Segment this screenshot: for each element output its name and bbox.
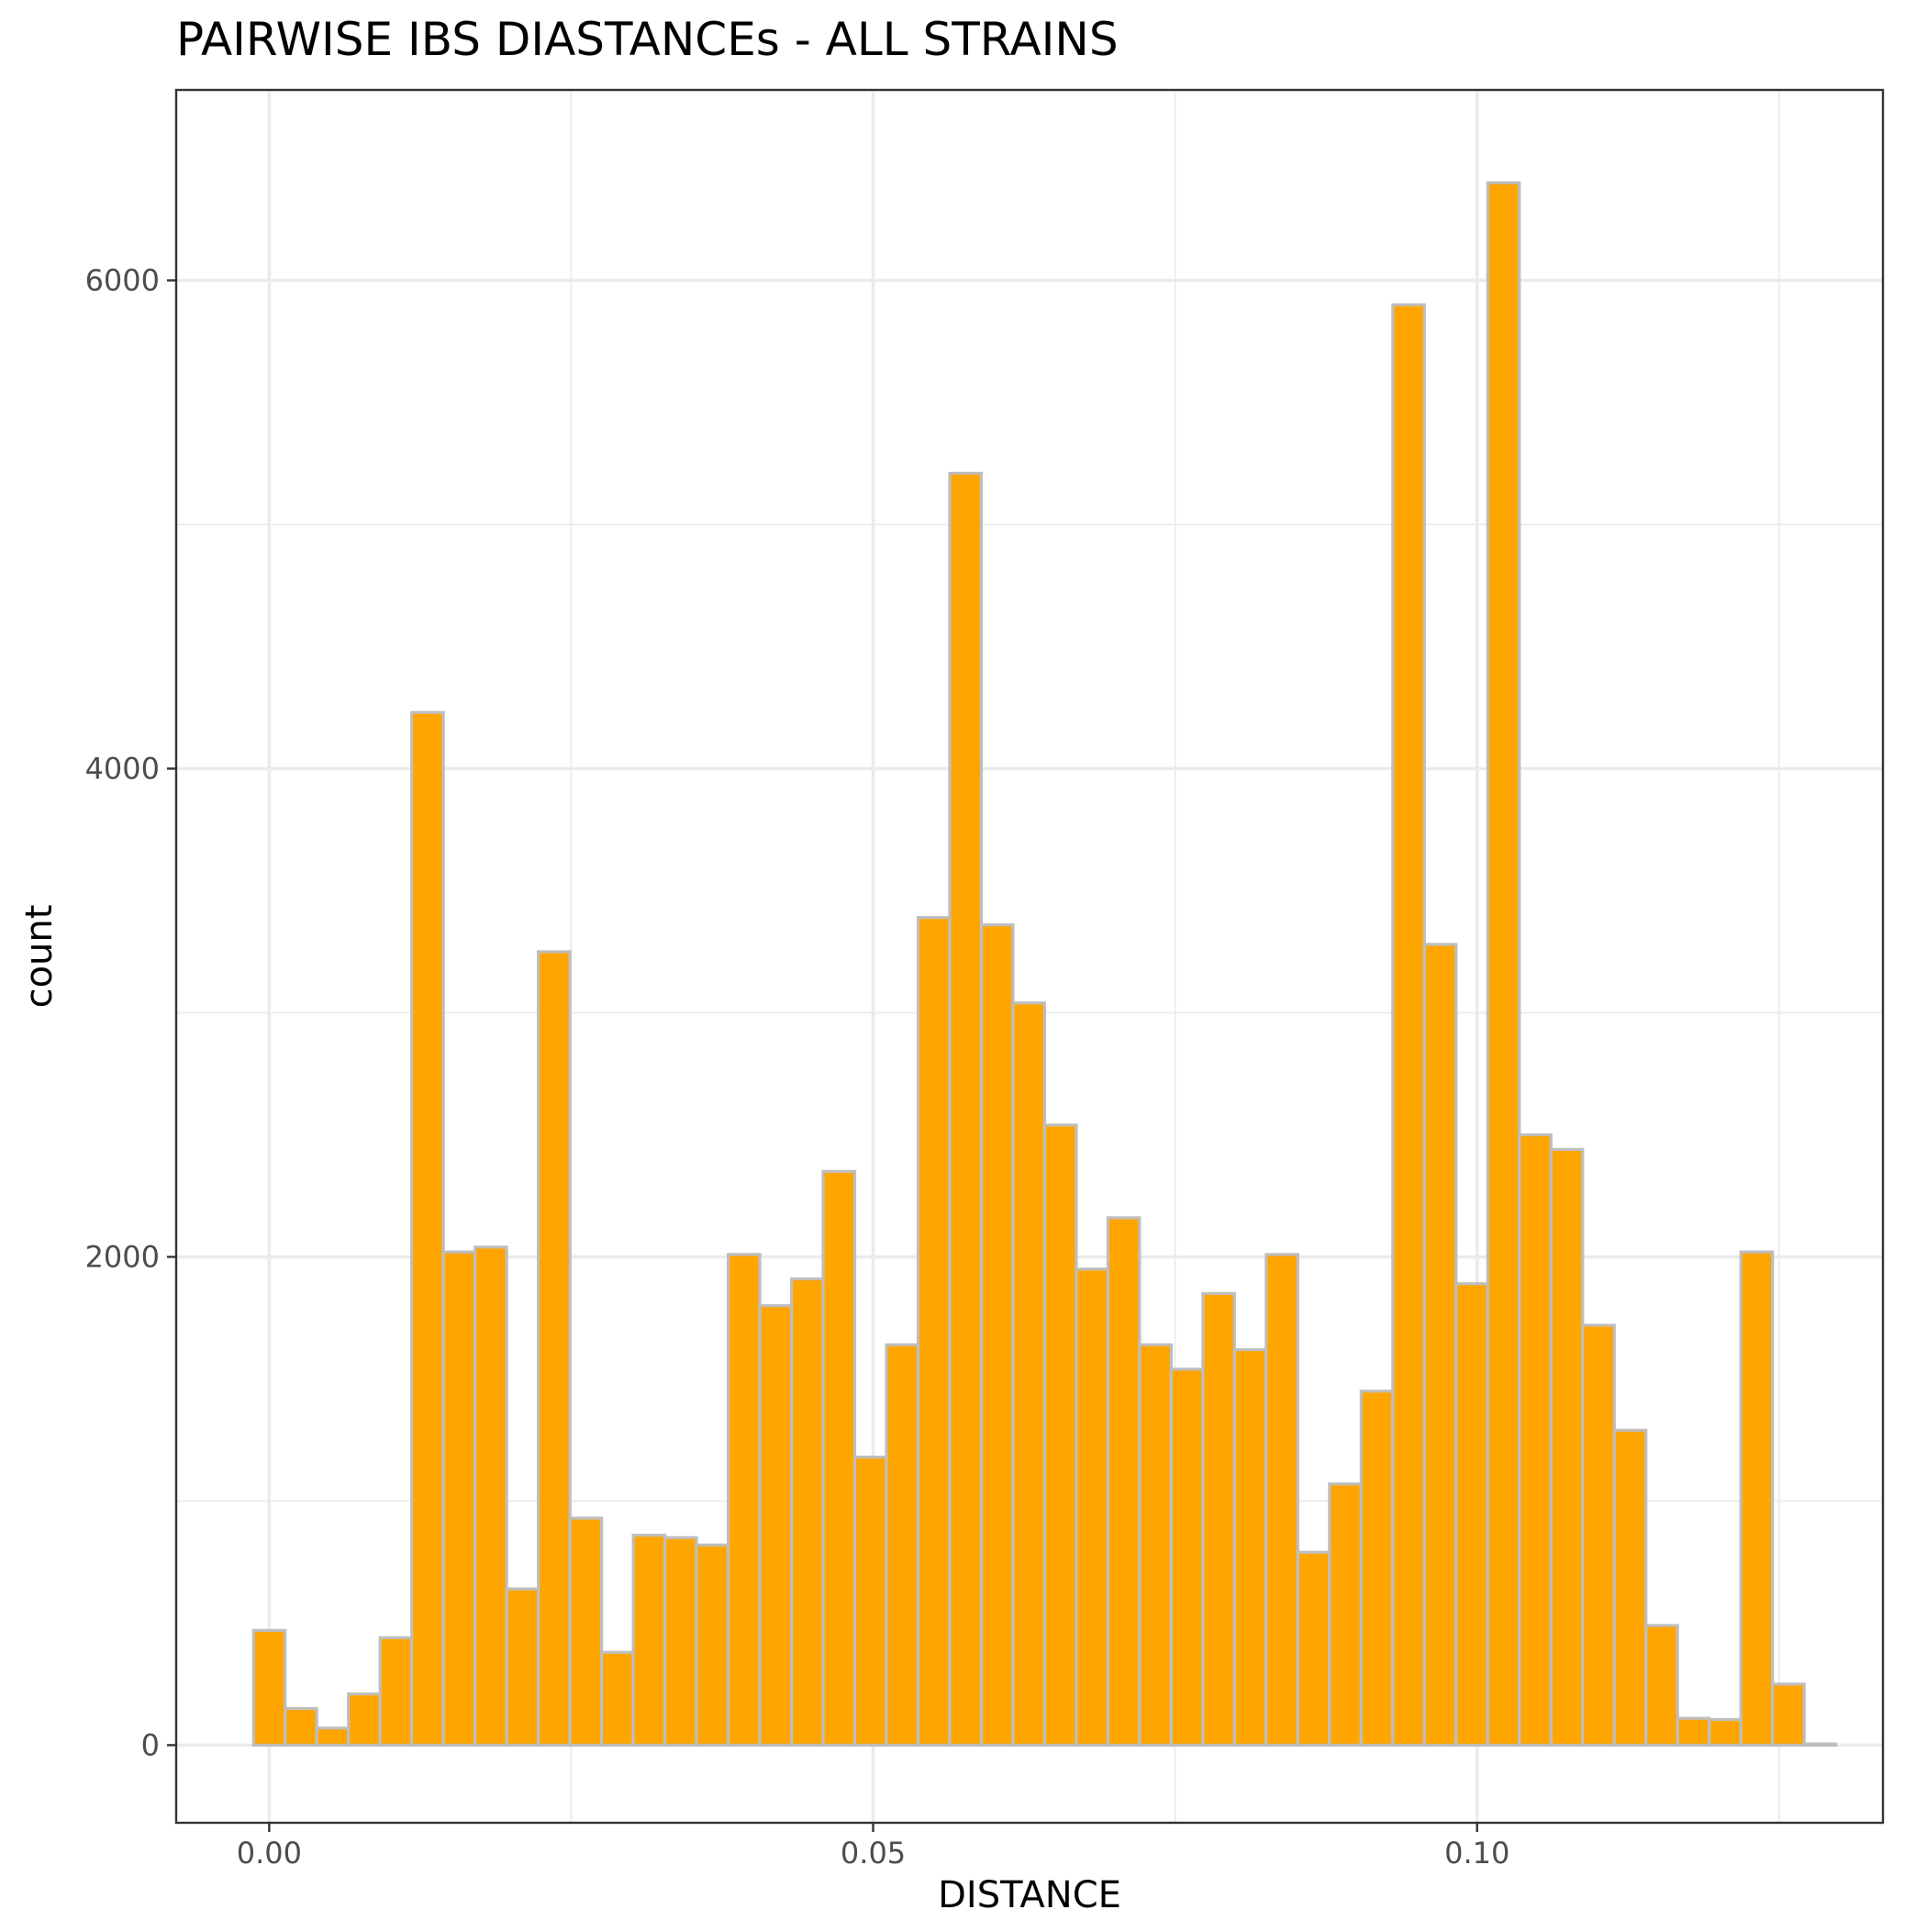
histogram-bar (758, 1304, 794, 1748)
histogram-bar (1075, 1268, 1110, 1748)
histogram-bar (1739, 1250, 1775, 1748)
x-tick-label: 0.10 (1444, 1836, 1509, 1871)
histogram-bar (505, 1587, 540, 1748)
histogram-bar (1169, 1368, 1205, 1748)
histogram-bar (979, 923, 1015, 1748)
histogram-bar (473, 1245, 508, 1748)
histogram-bar (1549, 1147, 1585, 1748)
histogram-bar (1771, 1682, 1806, 1748)
x-tick-label: 0.00 (237, 1836, 302, 1871)
histogram-bar (1708, 1717, 1743, 1748)
histogram-bar (663, 1536, 698, 1748)
histogram-bar (600, 1650, 635, 1748)
histogram-bar (726, 1253, 762, 1748)
histogram-bar (284, 1706, 318, 1748)
histogram-bar (695, 1543, 730, 1748)
histogram-bar (789, 1277, 825, 1748)
histogram-bar (1138, 1343, 1174, 1748)
histogram-bar (537, 950, 572, 1748)
histogram-bar (1676, 1716, 1711, 1748)
histogram-bar (1612, 1428, 1648, 1748)
histogram-bar (1802, 1742, 1838, 1748)
histogram-bars (251, 181, 1838, 1748)
histogram-bar (378, 1636, 414, 1748)
histogram-bar (1518, 1133, 1553, 1748)
histogram-bar (1042, 1123, 1078, 1748)
histogram-bar (410, 710, 445, 1748)
y-tick-label: 2000 (85, 1239, 160, 1274)
histogram-bar (1106, 1216, 1142, 1748)
histogram-bar (1264, 1253, 1299, 1748)
histogram-bar (1644, 1624, 1679, 1748)
histogram-bar (251, 1628, 287, 1748)
x-tick-label: 0.05 (841, 1836, 906, 1871)
chart-title: PAIRWISE IBS DIASTANCEs - ALL STRAINS (176, 13, 1119, 66)
histogram-bar (315, 1726, 351, 1748)
histogram-bar (568, 1516, 604, 1748)
plot-panel-border (174, 88, 1885, 1825)
histogram-bar (821, 1169, 857, 1748)
histogram-bar (1296, 1550, 1331, 1748)
histogram-bar (441, 1250, 477, 1748)
y-tick-label: 4000 (85, 751, 160, 786)
histogram-bar (1422, 943, 1458, 1748)
histogram-bar (1201, 1291, 1236, 1748)
histogram-bar (852, 1455, 888, 1748)
histogram-bar (1581, 1323, 1616, 1748)
histogram-bar (1328, 1482, 1363, 1748)
y-tick-label: 0 (141, 1727, 160, 1762)
axis-ticks: 0.00 0.05 0.10 0 2000 4000 6000 (85, 262, 1510, 1871)
histogram-bar (948, 472, 984, 1748)
histogram-bar (1486, 181, 1521, 1748)
histogram-bar (1232, 1347, 1268, 1748)
histogram-bar (347, 1692, 382, 1748)
histogram-bar (885, 1343, 920, 1748)
y-axis-title: count (18, 905, 61, 1009)
histogram-bar (1391, 303, 1426, 1748)
histogram-bar (916, 916, 952, 1748)
histogram-bar (1454, 1282, 1489, 1748)
histogram-bar (631, 1534, 667, 1748)
x-axis-title: DISTANCE (938, 1874, 1121, 1916)
histogram-bar (1011, 1001, 1047, 1748)
histogram-bar (1359, 1390, 1395, 1748)
y-tick-label: 6000 (85, 262, 160, 297)
